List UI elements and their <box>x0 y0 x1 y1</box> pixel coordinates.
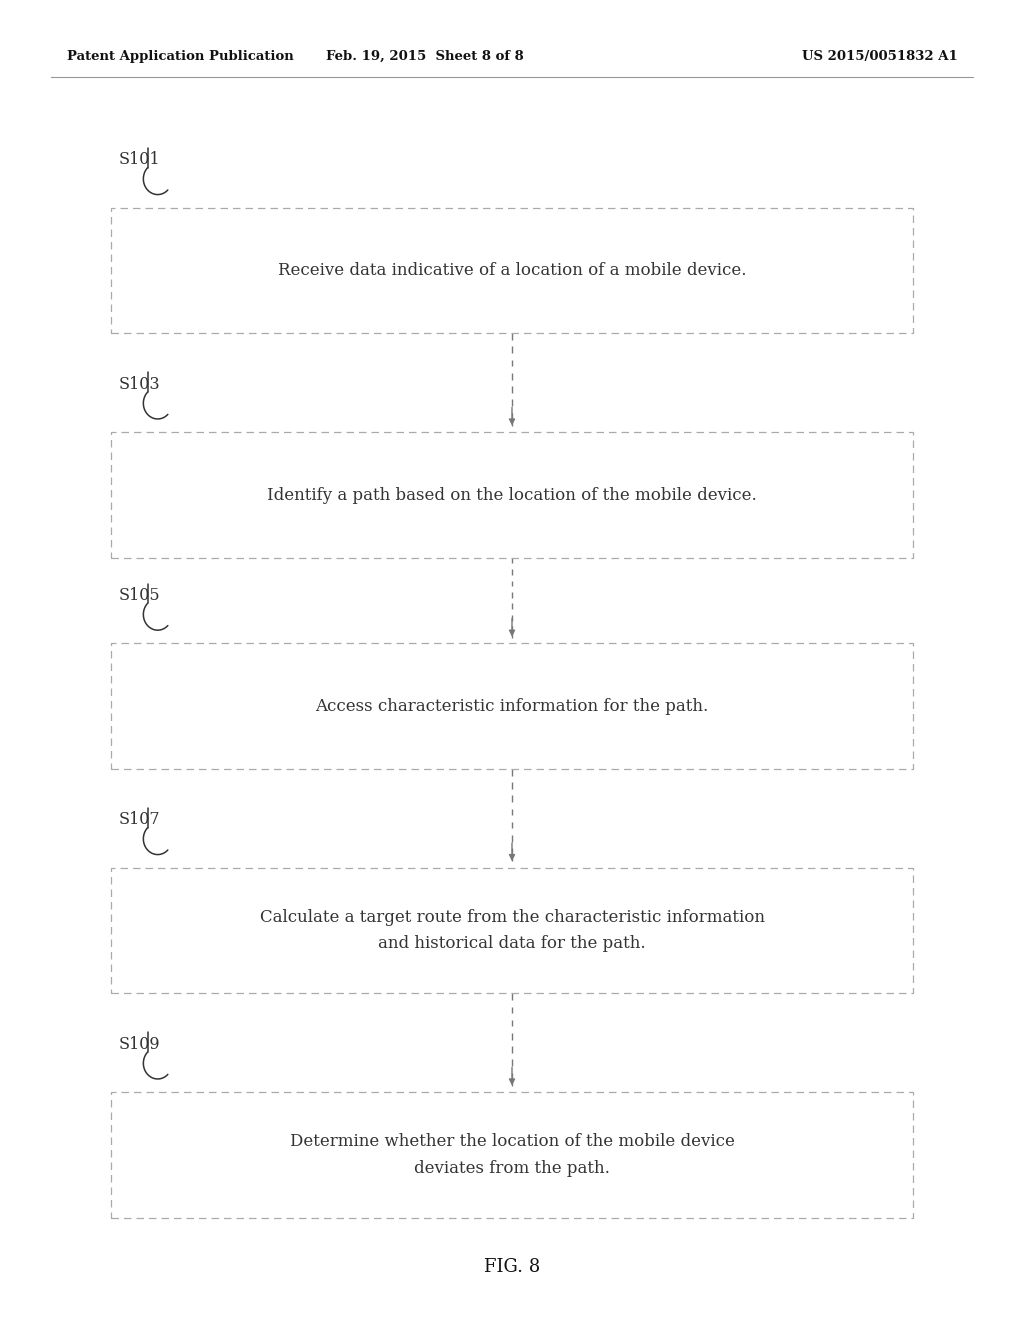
Text: S109: S109 <box>119 1036 161 1053</box>
Text: Determine whether the location of the mobile device
deviates from the path.: Determine whether the location of the mo… <box>290 1134 734 1176</box>
Text: Identify a path based on the location of the mobile device.: Identify a path based on the location of… <box>267 487 757 503</box>
Text: FIG. 8: FIG. 8 <box>484 1258 540 1276</box>
Text: Calculate a target route from the characteristic information
and historical data: Calculate a target route from the charac… <box>259 909 765 952</box>
Text: S101: S101 <box>119 152 161 168</box>
FancyBboxPatch shape <box>111 1093 913 1217</box>
FancyBboxPatch shape <box>111 207 913 333</box>
Text: Feb. 19, 2015  Sheet 8 of 8: Feb. 19, 2015 Sheet 8 of 8 <box>326 50 524 63</box>
Text: Patent Application Publication: Patent Application Publication <box>67 50 293 63</box>
Text: S105: S105 <box>119 587 161 603</box>
Text: S103: S103 <box>119 376 161 393</box>
Text: S107: S107 <box>119 812 161 829</box>
Text: US 2015/0051832 A1: US 2015/0051832 A1 <box>802 50 957 63</box>
FancyBboxPatch shape <box>111 433 913 557</box>
Text: Receive data indicative of a location of a mobile device.: Receive data indicative of a location of… <box>278 263 746 279</box>
FancyBboxPatch shape <box>111 643 913 768</box>
Text: Access characteristic information for the path.: Access characteristic information for th… <box>315 698 709 714</box>
FancyBboxPatch shape <box>111 869 913 993</box>
